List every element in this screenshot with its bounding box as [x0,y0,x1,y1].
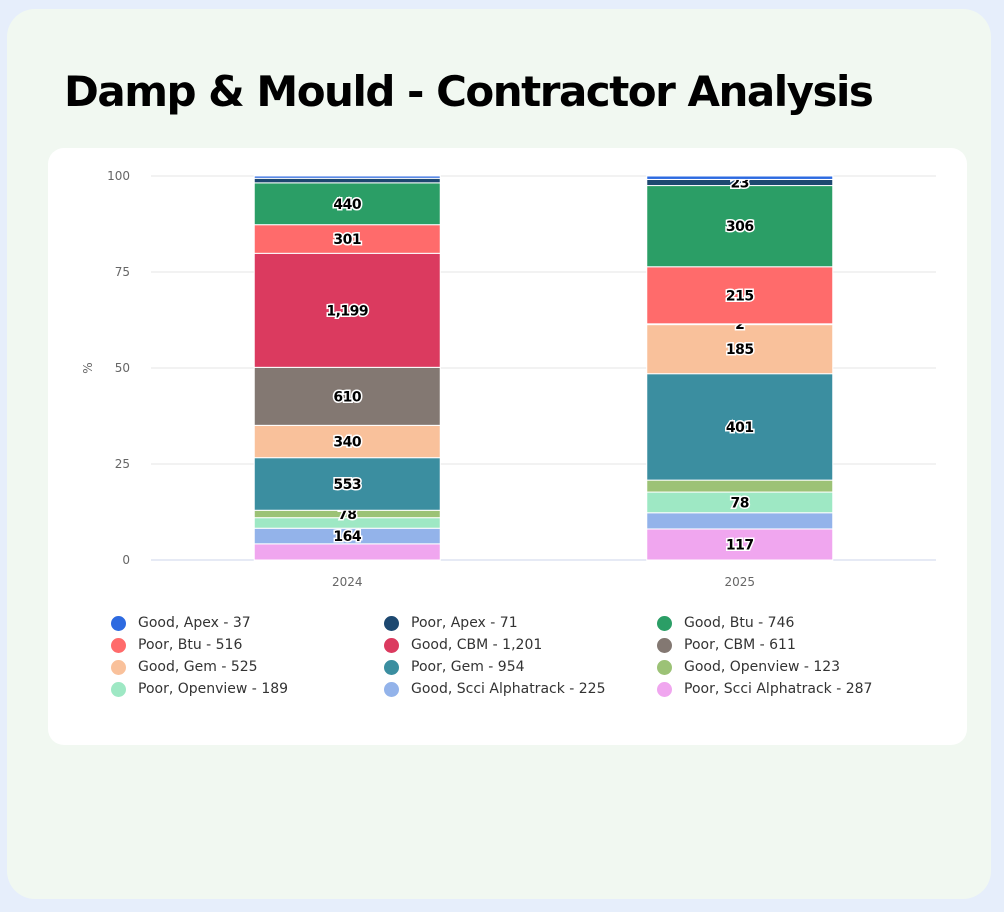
y-tick-label: 100 [107,169,130,183]
legend-item[interactable]: Good, Apex - 37 [111,614,384,632]
y-tick-label: 50 [115,361,130,375]
legend-swatch [111,637,126,653]
bar-segment [253,175,441,179]
data-label: 440 [333,197,361,213]
bar-segment [646,479,834,493]
data-label: 78 [731,495,749,511]
legend-label: Poor, Btu - 516 [138,637,243,653]
legend-swatch [111,615,126,631]
bar-segment [646,266,834,325]
bar-segment [253,252,441,368]
legend-label: Good, Openview - 123 [684,659,841,675]
legend-label: Good, Scci Alphatrack - 225 [411,681,606,697]
x-tick-label: 2025 [724,575,755,589]
legend-swatch [657,637,672,653]
legend-swatch [384,681,399,697]
legend-label: Poor, Openview - 189 [138,681,289,697]
legend-item[interactable]: Poor, Btu - 516 [111,636,384,654]
data-label: 164 [333,529,361,545]
data-label: 340 [333,435,361,451]
chart-panel: 0 25 50 75 100% 164 78 553 340 610 1,199 301 440 2024… [48,148,967,745]
legend-item[interactable]: Poor, CBM - 611 [657,636,930,654]
bar-segment [253,366,441,426]
bar-segment [646,373,834,481]
y-tick-label: 25 [115,457,130,471]
data-label: 610 [333,389,361,405]
legend-item[interactable]: Poor, Apex - 71 [384,614,657,632]
legend-item[interactable]: Good, Gem - 525 [111,658,384,676]
legend-label: Poor, Scci Alphatrack - 287 [684,681,873,697]
legend-item[interactable]: Good, CBM - 1,201 [384,636,657,654]
legend-swatch [111,681,126,697]
legend-label: Good, CBM - 1,201 [411,637,543,653]
legend-label: Good, Btu - 746 [684,615,795,631]
legend-label: Good, Apex - 37 [138,615,251,631]
legend-swatch [384,615,399,631]
data-label: 185 [726,342,754,358]
bar-segment [253,182,441,226]
legend-item[interactable]: Good, Scci Alphatrack - 225 [384,680,657,698]
chart-legend: Good, Apex - 37 Poor, Apex - 71 Good, Btu … [111,614,931,698]
x-tick-label: 2024 [332,575,363,589]
data-label: 117 [726,537,754,553]
legend-swatch [657,681,672,697]
stacked-bar-chart: 0 25 50 75 100% 164 78 553 340 610 1,199 301 440 2024… [81,169,936,589]
data-label: 553 [333,477,361,493]
legend-swatch [657,659,672,675]
legend-swatch [111,659,126,675]
data-label: 401 [726,420,754,436]
bar-segment [253,543,441,561]
data-label: 215 [726,288,754,304]
legend-label: Good, Gem - 525 [138,659,258,675]
legend-swatch [384,637,399,653]
legend-item[interactable]: Poor, Scci Alphatrack - 287 [657,680,930,698]
bar-segment [646,175,834,180]
legend-swatch [384,659,399,675]
legend-item[interactable]: Poor, Openview - 189 [111,680,384,698]
legend-label: Poor, Gem - 954 [411,659,525,675]
legend-label: Poor, Apex - 71 [411,615,518,631]
y-tick-label: 75 [115,265,130,279]
legend-label: Poor, CBM - 611 [684,637,796,653]
bar-segment [253,224,441,254]
data-label: 1,199 [326,303,368,319]
bar-segment [646,528,834,561]
y-tick-label: 0 [122,553,130,567]
legend-swatch [657,615,672,631]
y-axis-title: % [81,362,95,373]
page-title: Damp & Mould - Contractor Analysis [64,67,874,116]
dashboard-card: Damp & Mould - Contractor Analysis 0 25 50… [7,9,991,899]
legend-item[interactable]: Good, Openview - 123 [657,658,930,676]
bar-segment [253,177,441,184]
data-label: 301 [333,232,361,248]
bar-segment [253,457,441,511]
bar-segment [646,512,834,530]
legend-item[interactable]: Good, Btu - 746 [657,614,930,632]
data-label: 306 [726,219,754,235]
legend-item[interactable]: Poor, Gem - 954 [384,658,657,676]
